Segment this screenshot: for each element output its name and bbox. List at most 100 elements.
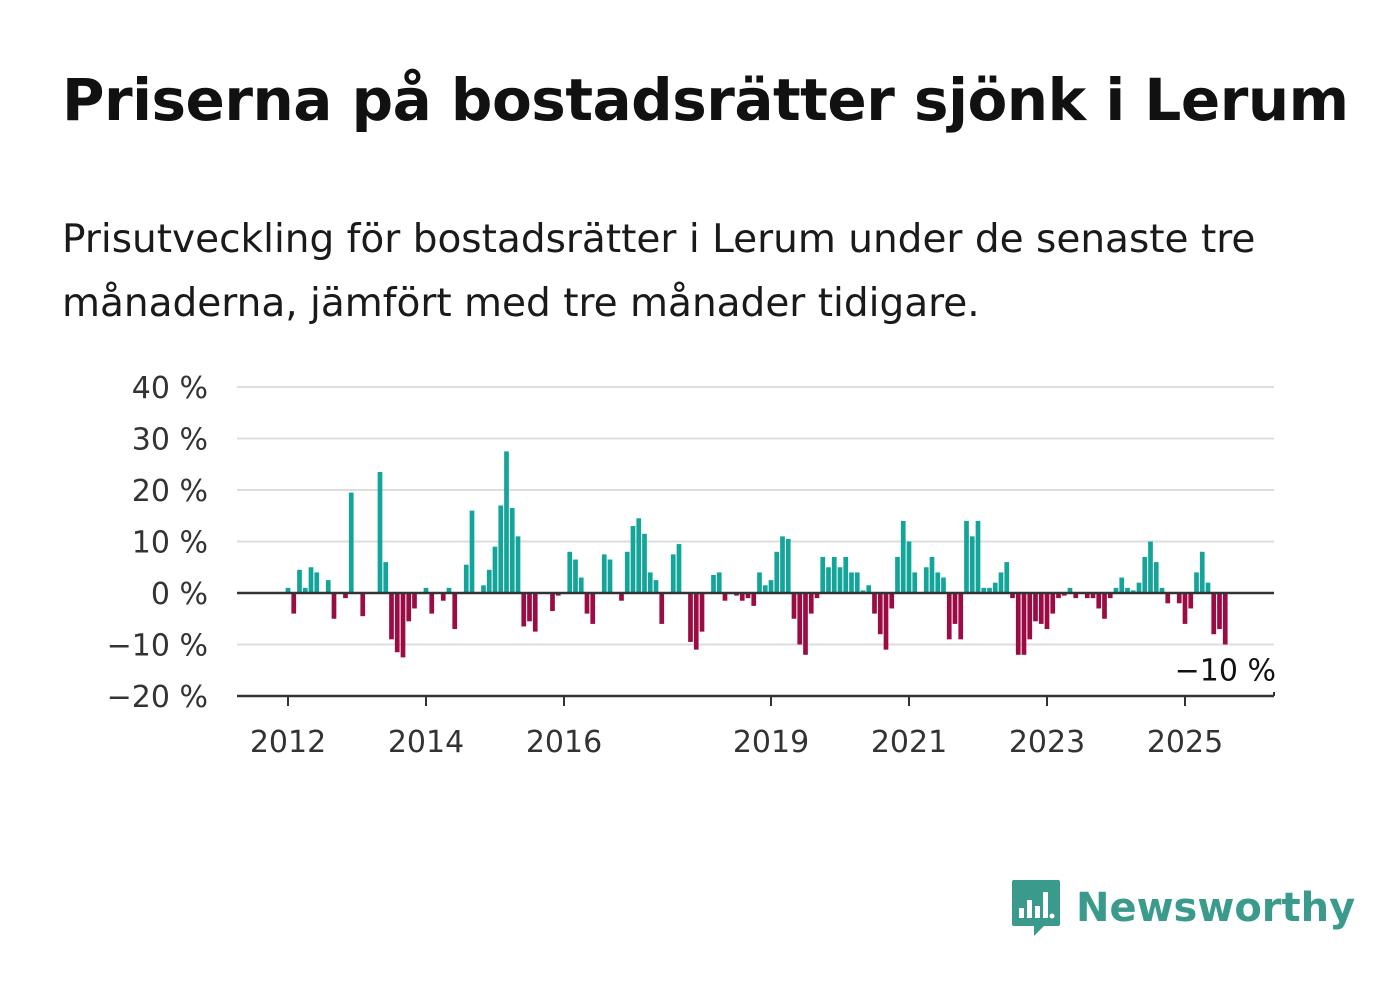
bar <box>998 572 1004 593</box>
bar <box>762 585 768 593</box>
bar <box>751 593 757 606</box>
bar <box>1096 593 1102 609</box>
y-tick-label: 0 % <box>151 577 208 612</box>
bar <box>699 593 705 632</box>
bar <box>1188 593 1194 609</box>
bar <box>509 508 515 593</box>
bar <box>1010 593 1015 599</box>
bar <box>1050 593 1056 614</box>
bar <box>877 593 883 635</box>
bar <box>377 471 383 593</box>
bar <box>1067 587 1073 593</box>
bar <box>797 593 803 645</box>
grid-lines <box>237 386 1274 646</box>
bar <box>814 593 820 599</box>
bar <box>452 593 458 630</box>
chart-title: Priserna på bostadsrätter sjönk i Lerum <box>62 66 1349 134</box>
bar <box>469 510 475 593</box>
bar <box>780 536 785 593</box>
bar <box>964 520 969 593</box>
bar <box>1056 593 1061 599</box>
x-tick-label: 2025 <box>1147 725 1223 760</box>
bar <box>647 572 653 593</box>
bar <box>463 564 469 593</box>
bar <box>992 582 998 593</box>
bar <box>1130 590 1136 593</box>
bar <box>1142 556 1148 593</box>
bar <box>607 559 613 593</box>
bar <box>619 593 624 601</box>
bar <box>555 593 561 596</box>
bar <box>1153 562 1159 593</box>
bar <box>1021 593 1027 655</box>
y-tick-label: 10 % <box>132 526 208 561</box>
bar <box>739 593 745 601</box>
bar <box>1038 593 1044 624</box>
brand-logo: Newsworthy <box>1010 878 1355 938</box>
bar <box>1176 593 1182 604</box>
bar <box>791 593 797 619</box>
x-tick-label: 2019 <box>733 725 809 760</box>
bar <box>1004 562 1010 593</box>
bar <box>952 593 958 624</box>
bar <box>831 556 837 593</box>
bar <box>1148 541 1153 593</box>
chart-bubble-icon <box>1012 880 1060 936</box>
bar <box>1125 587 1130 593</box>
bar <box>722 593 728 601</box>
bar <box>808 593 814 614</box>
bar <box>1165 593 1171 604</box>
bar <box>889 593 895 609</box>
bar <box>900 520 906 593</box>
bar <box>929 556 935 593</box>
bar <box>331 593 337 619</box>
bar <box>1205 582 1211 593</box>
bar <box>1194 572 1199 593</box>
bar <box>389 593 394 640</box>
bar <box>803 593 808 655</box>
bar <box>302 587 308 593</box>
y-tick-label: 20 % <box>132 474 208 509</box>
bar <box>774 551 780 593</box>
bar <box>1044 593 1050 630</box>
bar <box>659 593 665 624</box>
bar <box>1084 593 1090 599</box>
bar <box>923 567 929 593</box>
bar <box>872 593 877 614</box>
bar <box>676 544 682 593</box>
bar <box>1222 593 1228 645</box>
bar <box>394 593 400 653</box>
bar <box>308 567 314 593</box>
bar <box>624 551 630 593</box>
bar <box>946 593 952 640</box>
bar <box>975 520 981 593</box>
bar <box>693 593 699 650</box>
bar <box>969 536 975 593</box>
bar <box>515 536 521 593</box>
bar <box>670 554 676 594</box>
axis-labels: 40 % 30 % 20 % 10 % 0 % −10 % −20 % 2012 2014 201… <box>107 371 1276 760</box>
x-tick-label: 2012 <box>250 725 326 760</box>
bar <box>1119 577 1125 593</box>
bar <box>291 593 297 614</box>
bar <box>550 593 555 612</box>
bar <box>400 593 406 658</box>
x-tick-label: 2023 <box>1009 725 1085 760</box>
bar <box>590 593 596 624</box>
bar <box>578 577 584 593</box>
bar <box>716 572 722 593</box>
bar <box>429 593 435 614</box>
chart-subtitle: Prisutveckling för bostadsrätter i Lerum… <box>62 217 1256 326</box>
bar <box>601 554 607 594</box>
x-tick-label: 2014 <box>388 725 464 760</box>
bar <box>1090 593 1096 599</box>
bar <box>584 593 590 614</box>
bar <box>820 556 826 593</box>
y-tick-label: 40 % <box>132 371 208 406</box>
bar <box>958 593 964 640</box>
bar <box>734 593 739 596</box>
bar <box>935 572 941 593</box>
last-value-label: −10 % <box>1175 653 1276 688</box>
bar <box>849 572 854 593</box>
bar <box>297 569 302 593</box>
